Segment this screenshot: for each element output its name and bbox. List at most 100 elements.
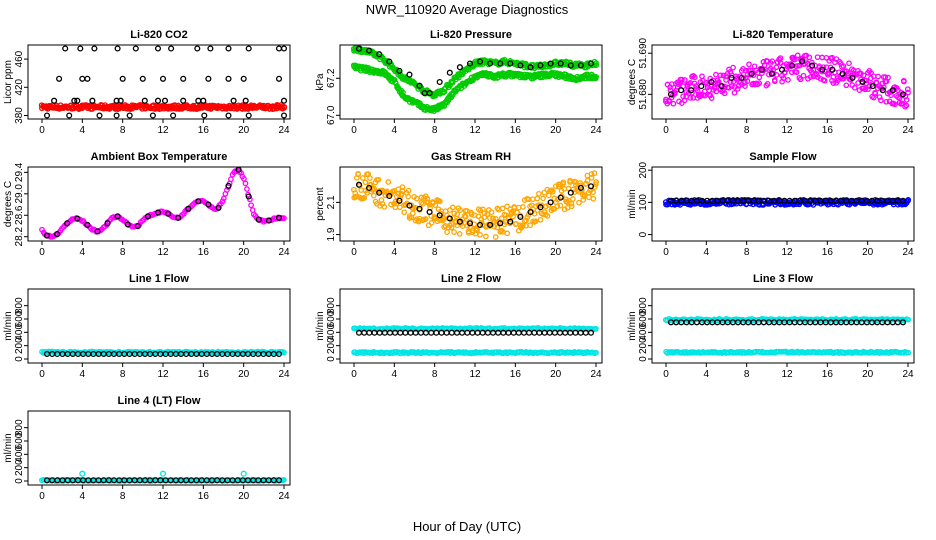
chart-0-hourly-mid-point-10 xyxy=(275,75,283,82)
chart-1-series-hourly xyxy=(355,45,595,97)
chart-4-hourly-point-12 xyxy=(476,221,484,228)
chart-4-fine-point-222 xyxy=(510,213,516,220)
chart-1-ytick-label-1: 67.2 xyxy=(326,68,337,88)
chart-4-xtick-label-3: 12 xyxy=(469,247,481,258)
chart-2-fine-point-339 xyxy=(905,89,911,96)
chart-0-hourly-bottom-point-3 xyxy=(113,112,120,119)
chart-3-xtick-label-1: 4 xyxy=(80,247,86,258)
chart-3-fine-point-142 xyxy=(242,180,249,187)
chart-2-fine-point-252 xyxy=(843,82,850,89)
chart-6-ytick-label-3: 600 xyxy=(14,310,25,327)
chart-2-fine-point-308 xyxy=(883,98,890,105)
chart-2-fine-point-10 xyxy=(670,100,677,107)
chart-0-xtick-label-6: 24 xyxy=(278,125,290,136)
chart-9-ytick-label-2: 400 xyxy=(14,446,25,463)
chart-7-frame xyxy=(339,288,603,364)
chart-2-xtick-label-1: 4 xyxy=(704,125,710,136)
chart-7-ytick-label-1: 200 xyxy=(326,337,337,354)
chart-2-fine-point-296 xyxy=(875,73,881,80)
chart-0-hourly-top-point-2 xyxy=(91,45,98,52)
chart-9-ytick-label-1: 200 xyxy=(14,459,25,476)
chart-2-fine-point-161 xyxy=(777,55,784,61)
chart-1-hourly-point-16 xyxy=(507,60,514,67)
chart-8-ylabel: ml/min xyxy=(627,311,638,340)
chart-6: Line 1 Flow ml/min 0 4 8 12 16 20 24 0 20040060080… xyxy=(3,273,291,380)
chart-3-hourly-point-6 xyxy=(104,220,111,227)
chart-3-fine-point-127 xyxy=(220,195,227,202)
chart-1-xtick-label-3: 12 xyxy=(469,125,481,136)
chart-2-fine-point-5 xyxy=(666,98,672,105)
chart-2-fine-point-155 xyxy=(773,64,780,71)
chart-8: Line 3 Flow ml/min 0 4 8 12 16 20 24 0 20040060080… xyxy=(627,273,915,380)
chart-2-frame xyxy=(651,44,915,120)
chart-0-hourly-top-point-10 xyxy=(245,45,252,52)
chart-3-xtick-label-2: 8 xyxy=(120,247,126,258)
chart-4-fine-point-207 xyxy=(498,215,505,222)
chart-4-fine-point-165 xyxy=(468,211,475,218)
chart-2-hourly-point-22 xyxy=(889,87,896,94)
chart-0-hourly-low-point-6 xyxy=(141,97,148,104)
chart-4-fine-point-7 xyxy=(355,171,361,178)
chart-6-fine-point-169 xyxy=(281,349,287,356)
chart-0-hourly-top-point-9 xyxy=(225,45,232,52)
chart-4-fine-point-257 xyxy=(534,195,541,202)
chart-1-hourly-point-18 xyxy=(527,64,534,71)
chart-5-series-hourly xyxy=(667,197,907,204)
chart-2-fine-point-295 xyxy=(873,80,880,86)
chart-2-fine-point-27 xyxy=(681,77,688,83)
chart-2-xtick-label-3: 12 xyxy=(781,125,793,136)
chart-0-ytick-label-1: 420 xyxy=(14,79,25,96)
chart-7-ytick-label-2: 400 xyxy=(326,324,337,341)
chart-2-fine-point-22 xyxy=(678,100,685,106)
chart-4-frame xyxy=(339,166,603,242)
chart-9-frame xyxy=(27,410,291,486)
chart-3-ytick-label-1: 28.6 xyxy=(14,205,25,225)
chart-2-fine-point-254 xyxy=(845,70,851,77)
chart-1: Li-820 Pressure kPa 0 4 8 12 16 20 24 67.0 67.2 xyxy=(315,29,603,136)
chart-6-ytick-label-2: 400 xyxy=(14,324,25,341)
chart-3-title: Ambient Box Temperature xyxy=(91,151,228,163)
chart-2-hourly-point-5 xyxy=(718,83,725,90)
chart-5-marks xyxy=(662,196,912,208)
chart-4-fine-point-305 xyxy=(568,203,575,210)
chart-1-hourly-point-6 xyxy=(416,82,423,89)
chart-4-fine-point-323 xyxy=(581,192,588,198)
chart-0-hourly-bottom-point-2 xyxy=(96,112,103,119)
chart-9-xtick-label-2: 8 xyxy=(120,491,126,502)
chart-0-hourly-mid-point-0 xyxy=(56,75,63,82)
chart-2-hourly-point-8 xyxy=(748,70,755,77)
chart-5-xtick-label-5: 20 xyxy=(862,247,874,258)
chart-4-fine-point-336 xyxy=(591,170,598,177)
chart-8-ytick-label-3: 600 xyxy=(638,310,649,327)
chart-4-fine-point-141 xyxy=(451,229,457,235)
chart-7-series-hourly xyxy=(355,329,595,336)
chart-3-ytick-label-0: 28.2 xyxy=(14,227,25,247)
chart-4-hourly-point-9 xyxy=(446,215,453,222)
chart-3-hourly-point-8 xyxy=(124,221,131,228)
chart-2-fine-point-248 xyxy=(840,63,847,69)
chart-3-xtick-label-0: 0 xyxy=(39,247,45,258)
chart-6-xtick-label-6: 24 xyxy=(278,369,290,380)
chart-4-fine-point-16 xyxy=(362,179,369,186)
chart-2-xtick-label-4: 16 xyxy=(822,125,834,136)
chart-2-hourly-point-21 xyxy=(879,87,886,94)
chart-7-ytick-label-0: 0 xyxy=(326,356,337,362)
chart-0-hourly-low-point-11 xyxy=(200,97,207,104)
chart-4-fine-point-260 xyxy=(537,216,544,223)
chart-4-hourly-point-8 xyxy=(436,212,443,219)
chart-0-hourly-low-point-1 xyxy=(71,97,78,104)
chart-6-ytick-label-0: 0 xyxy=(14,356,25,362)
chart-4-fine-point-65 xyxy=(396,204,403,211)
chart-3-hourly-point-11 xyxy=(154,209,162,216)
chart-7-xtick-label-0: 0 xyxy=(351,369,357,380)
chart-3-ylabel: degrees C xyxy=(3,181,14,227)
chart-1-hourly-point-23 xyxy=(577,62,584,69)
chart-8-low-point-169 xyxy=(905,349,912,356)
chart-0-hourly-low-point-10 xyxy=(195,97,202,104)
chart-3-ytick-label-2: 29.0 xyxy=(14,184,25,204)
chart-2-fine-point-310 xyxy=(885,74,891,81)
chart-1-marks xyxy=(350,45,600,114)
chart-7-xtick-label-5: 20 xyxy=(550,369,562,380)
chart-5-xtick-label-3: 12 xyxy=(781,247,793,258)
chart-9-xtick-label-0: 0 xyxy=(39,491,45,502)
